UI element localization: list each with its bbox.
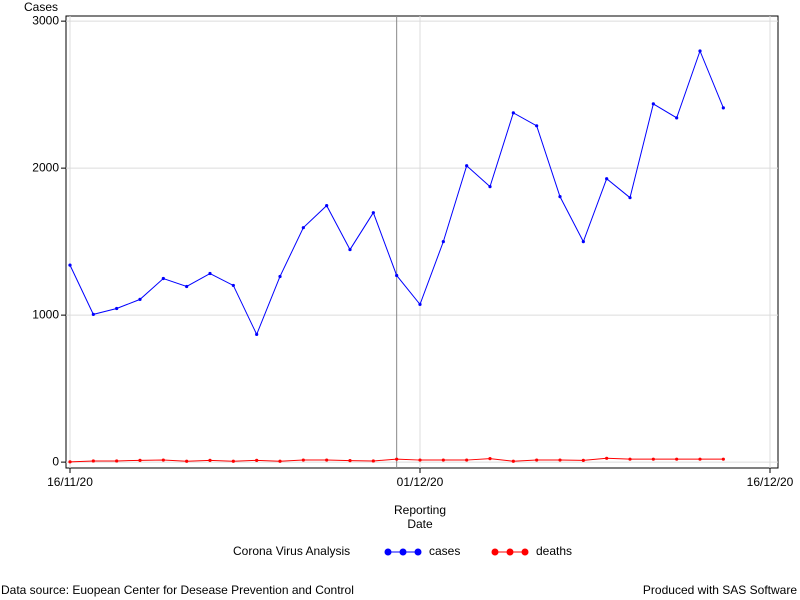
legend-marker xyxy=(506,548,514,556)
y-tick-label: 0 xyxy=(52,454,59,468)
data-point xyxy=(675,116,679,120)
data-point xyxy=(651,457,655,461)
data-point xyxy=(721,106,725,110)
data-point xyxy=(115,306,119,311)
y-tick-label: 3000 xyxy=(32,13,59,27)
y-axis-label: Cases xyxy=(24,0,58,14)
data-point xyxy=(371,459,375,463)
data-point xyxy=(558,195,562,199)
data-point xyxy=(395,457,399,461)
legend-marker xyxy=(384,548,392,556)
y-tick-label: 1000 xyxy=(32,307,59,321)
data-point xyxy=(418,458,422,462)
footnote: Data source: Euopean Center for Desease … xyxy=(1,583,354,597)
data-point xyxy=(675,457,679,461)
data-point xyxy=(185,284,189,289)
data-point xyxy=(581,240,585,244)
data-point xyxy=(161,458,165,462)
data-point xyxy=(605,177,609,181)
data-point xyxy=(698,49,702,53)
data-point xyxy=(511,111,515,115)
data-point xyxy=(465,458,469,462)
data-point xyxy=(325,204,329,208)
data-point xyxy=(161,276,165,281)
data-point xyxy=(535,458,539,462)
data-point xyxy=(395,273,399,278)
data-point xyxy=(138,297,142,302)
x-tick-label: 01/12/20 xyxy=(397,475,444,489)
footnote: Produced with SAS Software xyxy=(643,583,797,597)
data-point xyxy=(558,458,562,462)
data-point xyxy=(138,458,142,462)
data-point xyxy=(68,263,72,267)
x-tick-label: 16/12/20 xyxy=(747,475,794,489)
plot-frame xyxy=(65,15,779,469)
data-point xyxy=(68,460,72,464)
data-point xyxy=(628,196,632,200)
data-point xyxy=(301,458,305,462)
data-point xyxy=(465,164,469,168)
data-point xyxy=(371,211,375,215)
legend-title: Corona Virus Analysis xyxy=(233,544,350,558)
legend-label: cases xyxy=(429,544,460,558)
legend-marker xyxy=(414,548,422,556)
data-point xyxy=(255,332,259,336)
data-point xyxy=(628,457,632,461)
data-point xyxy=(441,458,445,462)
x-tick-label: 16/11/20 xyxy=(47,475,93,489)
legend-label: deaths xyxy=(536,544,572,558)
data-point xyxy=(325,458,329,462)
data-point xyxy=(698,457,702,461)
data-point xyxy=(348,247,352,252)
data-point xyxy=(278,274,282,279)
data-point xyxy=(278,459,282,463)
data-point xyxy=(721,457,725,461)
data-point xyxy=(348,459,352,463)
data-point xyxy=(231,283,235,288)
legend-marker xyxy=(399,548,407,556)
data-point xyxy=(418,302,422,306)
data-point xyxy=(208,458,212,462)
data-point xyxy=(301,226,305,230)
legend-marker xyxy=(491,548,499,556)
data-point xyxy=(231,459,235,463)
data-point xyxy=(651,102,655,106)
data-point xyxy=(488,456,492,461)
x-axis-label: Date xyxy=(407,517,433,531)
data-point xyxy=(255,458,259,462)
data-point xyxy=(91,312,95,316)
data-point xyxy=(115,459,119,463)
y-tick-label: 2000 xyxy=(32,160,59,174)
data-point xyxy=(535,124,539,128)
data-point xyxy=(208,271,212,276)
legend-marker xyxy=(521,548,529,556)
data-point xyxy=(605,456,609,460)
data-point xyxy=(91,459,95,463)
data-point xyxy=(511,459,515,463)
data-point xyxy=(581,458,585,462)
data-point xyxy=(488,185,492,189)
x-axis-label: Reporting xyxy=(394,503,446,517)
data-point xyxy=(441,240,445,244)
data-point xyxy=(185,459,189,463)
